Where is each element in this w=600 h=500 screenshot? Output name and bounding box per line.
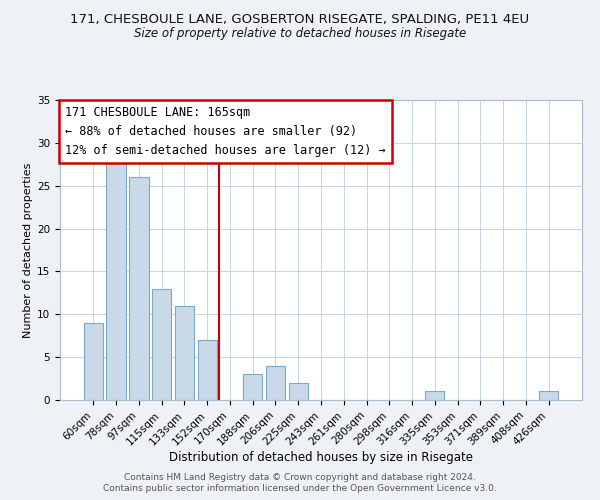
Text: Contains HM Land Registry data © Crown copyright and database right 2024.: Contains HM Land Registry data © Crown c…	[124, 472, 476, 482]
Bar	[289, 383, 308, 400]
Bar	[129, 177, 149, 400]
Bar	[197, 340, 217, 400]
Bar	[425, 392, 445, 400]
Text: 171, CHESBOULE LANE, GOSBERTON RISEGATE, SPALDING, PE11 4EU: 171, CHESBOULE LANE, GOSBERTON RISEGATE,…	[70, 12, 530, 26]
Text: 171 CHESBOULE LANE: 165sqm
← 88% of detached houses are smaller (92)
12% of semi: 171 CHESBOULE LANE: 165sqm ← 88% of deta…	[65, 106, 386, 157]
Text: Size of property relative to detached houses in Risegate: Size of property relative to detached ho…	[134, 28, 466, 40]
Bar	[539, 392, 558, 400]
Text: Contains public sector information licensed under the Open Government Licence v3: Contains public sector information licen…	[103, 484, 497, 493]
X-axis label: Distribution of detached houses by size in Risegate: Distribution of detached houses by size …	[169, 450, 473, 464]
Y-axis label: Number of detached properties: Number of detached properties	[23, 162, 33, 338]
Bar	[106, 160, 126, 400]
Bar	[175, 306, 194, 400]
Bar	[152, 288, 172, 400]
Bar	[243, 374, 262, 400]
Bar	[266, 366, 285, 400]
Bar	[84, 323, 103, 400]
